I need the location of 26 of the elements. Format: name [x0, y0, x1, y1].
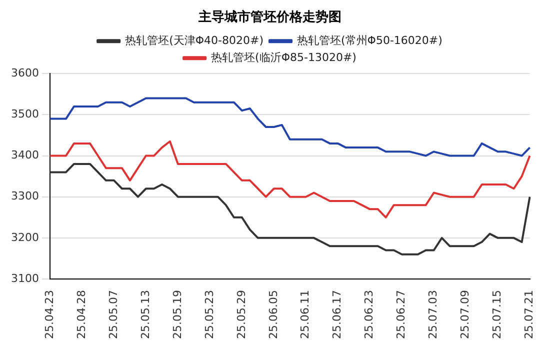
chart-title: 主导城市管坯价格走势图	[198, 9, 342, 26]
x-tick-label: 25.04.28	[74, 290, 88, 339]
x-tick-label: 25.07.03	[426, 290, 440, 339]
x-tick-label: 25.04.23	[42, 290, 56, 339]
y-tick-label: 3200	[10, 230, 39, 244]
x-tick-label: 25.05.19	[170, 290, 184, 339]
x-tick-label: 25.05.07	[106, 290, 120, 339]
y-tick-label: 3400	[10, 148, 39, 162]
y-tick-label: 3600	[10, 66, 39, 80]
x-tick-label: 25.07.15	[490, 290, 504, 339]
x-tick-label: 25.07.21	[522, 290, 536, 339]
x-tick-label: 25.05.23	[202, 290, 216, 339]
x-tick-label: 25.06.05	[266, 290, 280, 339]
y-tick-label: 3500	[10, 108, 39, 121]
x-tick-label: 25.06.17	[330, 290, 344, 339]
y-tick-label: 3300	[10, 190, 39, 203]
x-tick-label: 25.06.23	[362, 290, 376, 339]
legend-label: 热轧管坯(天津Φ40-8020#)	[125, 34, 264, 47]
legend-label: 热轧管坯(临沂Φ85-13020#)	[211, 50, 356, 64]
x-tick-label: 25.05.13	[138, 290, 152, 339]
x-tick-label: 25.07.09	[458, 290, 472, 339]
x-tick-label: 25.06.27	[394, 290, 408, 339]
x-tick-label: 25.05.29	[234, 290, 248, 339]
x-tick-label: 25.06.11	[298, 290, 312, 339]
y-tick-label: 3100	[10, 272, 39, 285]
legend-label: 热轧管坯(常州Φ50-16020#)	[297, 34, 442, 47]
